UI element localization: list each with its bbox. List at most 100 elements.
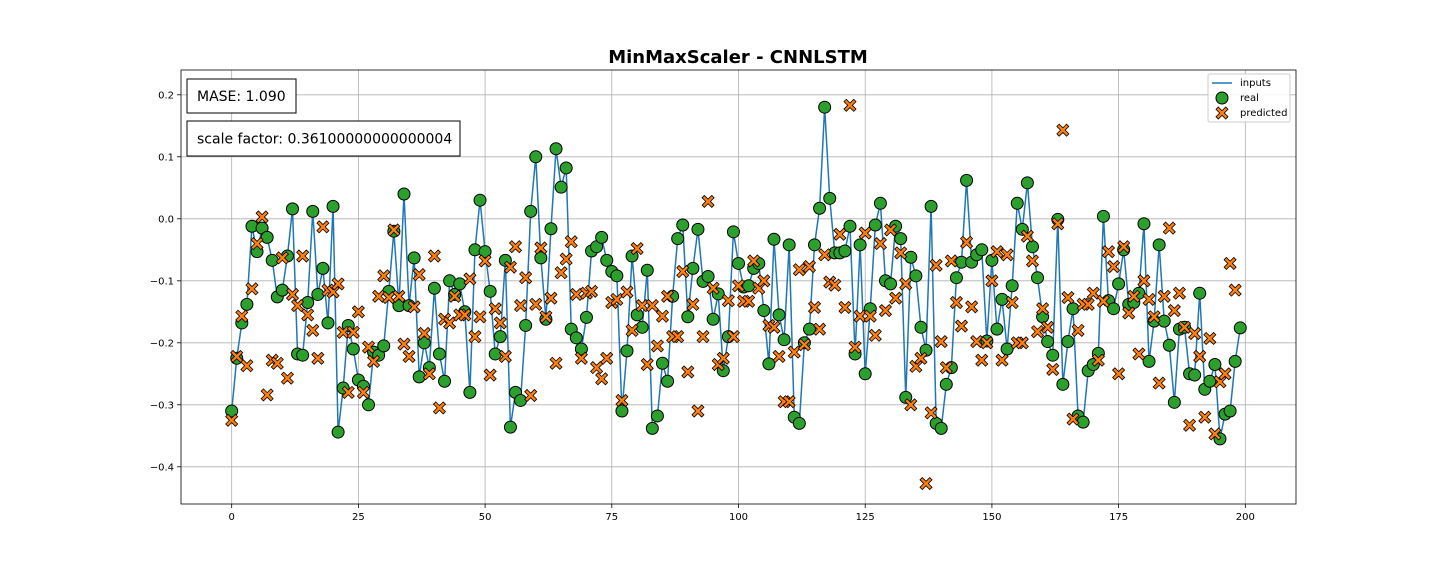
point-predicted — [934, 334, 948, 349]
point-real — [802, 322, 816, 336]
y-tick-label: 0.1 — [158, 152, 174, 163]
point-predicted — [828, 278, 842, 292]
point-predicted — [524, 388, 538, 403]
x-tick-label: 175 — [1109, 512, 1128, 523]
point-predicted — [1218, 367, 1232, 381]
point-predicted — [427, 249, 441, 263]
point-real — [732, 256, 745, 270]
point-predicted — [351, 305, 365, 319]
legend: inputs real predicted — [1207, 73, 1291, 123]
point-predicted — [1046, 362, 1060, 377]
point-real — [427, 281, 441, 295]
point-predicted — [797, 338, 811, 352]
point-real — [488, 347, 502, 361]
point-predicted — [280, 371, 294, 385]
point-real — [909, 269, 923, 283]
point-predicted — [686, 297, 700, 311]
point-predicted — [260, 388, 274, 402]
point-predicted — [1188, 326, 1202, 341]
point-real — [574, 342, 588, 356]
point-real — [1025, 240, 1039, 254]
point-predicted — [980, 336, 994, 350]
point-predicted — [848, 340, 862, 354]
point-predicted — [1081, 297, 1095, 311]
point-predicted — [544, 291, 558, 305]
point-predicted — [620, 285, 634, 299]
point-real — [1142, 354, 1156, 368]
y-tick-label: 0.2 — [158, 90, 174, 101]
point-real — [706, 312, 720, 326]
point-predicted — [549, 356, 563, 370]
scale-factor-annotation-text: scale factor: 0.36100000000000004 — [197, 132, 452, 148]
point-predicted — [595, 372, 609, 386]
point-real — [225, 404, 239, 418]
point-predicted — [539, 310, 553, 324]
point-real — [554, 180, 568, 194]
point-real — [620, 344, 634, 358]
point-predicted — [787, 345, 801, 359]
point-predicted — [534, 241, 548, 255]
point-real — [610, 269, 624, 283]
point-predicted — [833, 227, 847, 241]
point-predicted — [402, 349, 416, 364]
legend-marker-predicted — [1215, 106, 1229, 120]
point-predicted — [868, 328, 882, 342]
point-predicted — [1152, 376, 1166, 390]
point-predicted — [1000, 248, 1014, 262]
point-real — [519, 318, 533, 332]
point-predicted — [483, 368, 497, 382]
point-real — [1228, 354, 1242, 368]
point-predicted — [696, 330, 710, 344]
point-predicted — [1041, 320, 1055, 334]
chart-title: MinMaxScaler - CNNLSTM — [608, 47, 868, 68]
point-predicted — [1167, 303, 1181, 318]
point-predicted — [792, 263, 806, 277]
point-real — [296, 348, 310, 362]
point-predicted — [590, 361, 604, 375]
point-real — [326, 199, 340, 213]
x-tick-label: 50 — [479, 512, 492, 523]
point-predicted — [630, 241, 644, 256]
point-predicted — [843, 98, 857, 112]
point-predicted — [346, 325, 360, 339]
point-real — [1096, 209, 1110, 223]
point-predicted — [1005, 295, 1019, 310]
point-real — [286, 202, 299, 216]
point-predicted — [985, 274, 999, 288]
point-predicted — [757, 274, 771, 288]
point-predicted — [995, 353, 1009, 367]
point-predicted — [889, 291, 903, 305]
point-predicted — [503, 260, 517, 274]
point-real — [818, 100, 832, 114]
point-predicted — [422, 367, 436, 381]
point-predicted — [1127, 289, 1141, 303]
x-tick-label: 150 — [982, 512, 1001, 523]
point-predicted — [432, 401, 447, 415]
point-predicted — [1193, 349, 1207, 364]
point-real — [397, 187, 411, 201]
point-predicted — [1015, 336, 1029, 350]
x-tick-label: 200 — [1236, 512, 1255, 523]
point-predicted — [316, 220, 330, 234]
point-predicted — [899, 277, 913, 291]
point-predicted — [356, 385, 371, 399]
point-predicted — [960, 235, 974, 249]
point-real — [777, 333, 791, 347]
point-predicted — [1020, 229, 1034, 243]
point-predicted — [367, 354, 381, 368]
point-predicted — [818, 248, 832, 262]
point-predicted — [813, 322, 827, 336]
point-real — [453, 277, 467, 291]
point-predicted — [944, 254, 958, 268]
point-predicted — [377, 269, 391, 283]
point-real — [1046, 348, 1060, 362]
point-real — [1031, 271, 1045, 285]
point-predicted — [270, 356, 284, 370]
point-real — [1117, 243, 1131, 257]
point-real — [762, 357, 776, 371]
point-predicted — [397, 337, 411, 351]
point-predicted — [306, 323, 320, 337]
point-predicted — [782, 395, 796, 409]
point-predicted — [1025, 254, 1040, 268]
point-predicted — [924, 406, 938, 420]
